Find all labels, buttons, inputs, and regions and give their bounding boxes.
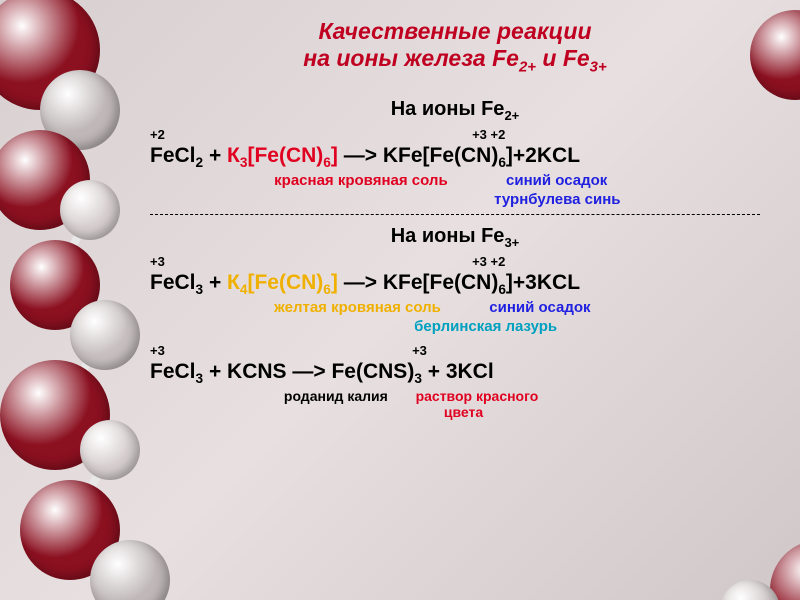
eq1-p1s: 6 — [498, 155, 506, 170]
eq2-arrow: —> — [338, 271, 383, 294]
annotation-3: роданид калия раствор красного — [150, 388, 760, 404]
eq2-plus1: + — [203, 271, 227, 294]
eq2-r1s: 3 — [196, 282, 204, 297]
section2-text: На ионы Fe — [391, 225, 505, 247]
ann3-reag: роданид калия — [284, 388, 388, 404]
eq1-plus2: +2KCL — [513, 144, 580, 167]
title-sup1: 2+ — [519, 59, 536, 76]
ann3-prod2: цвета — [444, 404, 483, 420]
ann1-reag: красная кровяная соль — [274, 172, 448, 189]
eq3-p1s: 3 — [414, 371, 422, 386]
eq2-rc: ] — [331, 271, 338, 294]
title-line1: Качественные реакции — [318, 18, 591, 44]
section1-text: На ионы Fe — [391, 98, 505, 120]
eq1-reag: К — [227, 144, 240, 167]
title-and: и Fe — [536, 45, 590, 71]
eq1-plus1: + — [203, 144, 227, 167]
eq2-plus2: +3KCL — [513, 271, 580, 294]
equation-2: FeCl3 + К4[Fe(CN)6] —> KFe[Fe(CN)6]+3KCL — [150, 271, 760, 297]
annotation-2: желтая кровяная соль синий осадок — [150, 299, 760, 316]
annotation-1b: турнбулева синь — [150, 191, 760, 208]
annotation-3b: цвета — [150, 404, 760, 420]
ox2-left: +3 — [150, 254, 165, 269]
eq2-p1: KFe[Fe(CN) — [383, 271, 499, 294]
equation-3: FeCl3 + KCNS —> Fe(CNS)3 + 3KCl — [150, 360, 760, 386]
ann3-prod1: раствор красного — [416, 388, 539, 404]
title-line2-a: на ионы железа Fe — [303, 45, 519, 71]
eq1-r1: FeCl — [150, 144, 196, 167]
eq1-arrow: —> — [338, 144, 383, 167]
annotation-2b: берлинская лазурь — [150, 318, 760, 335]
eq1-p1c: ] — [506, 144, 513, 167]
equation-1: FeCl2 + К3[Fe(CN)6] —> KFe[Fe(CN)6]+2KCL — [150, 144, 760, 170]
eq3-r1: FeCl — [150, 360, 196, 383]
title-sup2: 3+ — [590, 59, 607, 76]
eq3-r1s: 3 — [196, 371, 204, 386]
ox3-left: +3 — [150, 343, 165, 358]
ann2-prod2: берлинская лазурь — [414, 318, 557, 335]
eq1-rb: [Fe(CN) — [247, 144, 323, 167]
slide-title: Качественные реакции на ионы железа Fe2+… — [150, 18, 760, 76]
slide-content: Качественные реакции на ионы железа Fe2+… — [0, 0, 800, 600]
eq2-p1c: ] — [506, 271, 513, 294]
ox-states-1: +2 +3 +2 — [150, 127, 760, 142]
eq1-rs2: 6 — [323, 155, 331, 170]
eq1-p1: KFe[Fe(CN) — [383, 144, 499, 167]
ox2-right: +3 +2 — [472, 254, 505, 269]
eq1-rc: ] — [331, 144, 338, 167]
ox1-left: +2 — [150, 127, 165, 142]
section1-head: На ионы Fe2+ — [150, 98, 760, 123]
eq3-plus2: + 3KCl — [422, 360, 494, 383]
eq2-p1s: 6 — [498, 282, 506, 297]
section2-head: На ионы Fe3+ — [150, 225, 760, 250]
ox3-right: +3 — [412, 343, 427, 358]
ann1-prod2: турнбулева синь — [494, 191, 620, 208]
annotation-1: красная кровяная соль синий осадок — [150, 172, 760, 189]
eq2-rb: [Fe(CN) — [247, 271, 323, 294]
ox-states-3: +3 +3 — [150, 343, 760, 358]
eq1-reagent: К3[Fe(CN)6] — [227, 144, 338, 167]
eq2-r1: FeCl — [150, 271, 196, 294]
ann2-reag: желтая кровяная соль — [274, 299, 441, 316]
eq2-rs2: 6 — [323, 282, 331, 297]
ann1-prod1: синий осадок — [506, 172, 607, 189]
section2-sup: 3+ — [504, 235, 519, 250]
section1-sup: 2+ — [504, 108, 519, 123]
eq2-reagent: К4[Fe(CN)6] — [227, 271, 338, 294]
divider — [150, 214, 760, 215]
ox-states-2: +3 +3 +2 — [150, 254, 760, 269]
eq1-r1s: 2 — [196, 155, 204, 170]
ann2-prod1: синий осадок — [489, 299, 590, 316]
ox1-right: +3 +2 — [472, 127, 505, 142]
eq2-reag: К — [227, 271, 240, 294]
eq3-mid: + KCNS —> Fe(CNS) — [203, 360, 414, 383]
